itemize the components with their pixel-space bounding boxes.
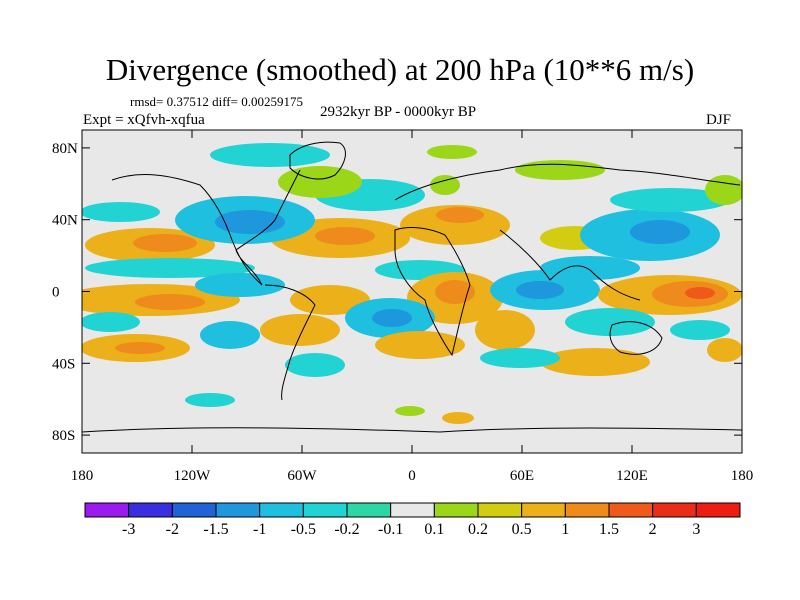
north-america-coast xyxy=(111,169,301,286)
colorbar-label: -3 xyxy=(122,521,135,538)
lon-label: 60E xyxy=(510,468,534,484)
eurasia-coast xyxy=(394,163,741,201)
colorbar-labels: -3 -2 -1.5 -1 -0.5 -0.2 -0.1 0.1 0.2 0.5 1 1.5 2 3 xyxy=(122,521,700,538)
anomaly-patch xyxy=(630,220,690,244)
anomaly-patch xyxy=(430,175,460,195)
colorbar-box xyxy=(171,502,217,518)
lat-label: 80N xyxy=(52,141,78,157)
anomaly-patch xyxy=(82,312,140,332)
colorbar-box xyxy=(521,502,566,518)
colorbar-box xyxy=(390,502,435,518)
anomaly-patch xyxy=(540,348,650,376)
anomaly-patch xyxy=(427,145,477,159)
period-label: 2932kyr BP - 0000kyr BP xyxy=(320,104,477,120)
anomaly-patch xyxy=(435,280,475,304)
anomaly-patch xyxy=(135,294,205,310)
experiment-label: Expt = xQfvh-xqfua xyxy=(83,112,205,128)
colorbar-box xyxy=(346,502,392,518)
anomaly-patch xyxy=(260,314,340,346)
colorbar-box xyxy=(433,502,479,518)
anomaly-patch xyxy=(707,338,742,362)
colorbar-label: -0.2 xyxy=(334,521,359,538)
anomaly-patch xyxy=(480,348,560,368)
anomaly-patch xyxy=(133,234,197,252)
colorbar-box xyxy=(477,502,523,518)
plot-title: Divergence (smoothed) at 200 hPa (10**6 … xyxy=(105,52,695,87)
anomaly-patch xyxy=(565,308,655,336)
colorbar-boxes xyxy=(84,502,741,518)
anomaly-patch xyxy=(372,309,412,327)
south-america-coast xyxy=(264,284,316,401)
lon-label: 180 xyxy=(731,468,754,484)
lat-label: 40N xyxy=(52,213,78,229)
anomaly-patch xyxy=(442,412,474,424)
lat-label: 80S xyxy=(52,428,75,444)
lat-label: 0 xyxy=(52,285,60,301)
africa-coast xyxy=(394,227,471,357)
stats-text: rmsd= 0.37512 diff= 0.00259175 xyxy=(130,94,303,109)
colorbar-label: -0.1 xyxy=(378,521,403,538)
anomaly-patch xyxy=(395,406,425,416)
australia-coast xyxy=(609,321,663,355)
anomaly-patch xyxy=(195,273,285,297)
lon-label: 120W xyxy=(174,468,212,484)
lat-label: 40S xyxy=(52,356,75,372)
greenland-coast xyxy=(289,141,346,180)
anomaly-patch xyxy=(610,188,730,212)
colorbar-label: 1 xyxy=(561,521,569,538)
anomaly-patch xyxy=(375,331,465,359)
colorbar-label: -0.5 xyxy=(291,521,316,538)
colorbar-label: -2 xyxy=(166,521,179,538)
colorbar-label: 0.5 xyxy=(512,521,532,538)
anomaly-patch xyxy=(82,202,160,222)
anomaly-patch xyxy=(516,281,564,299)
lon-label: 180 xyxy=(71,468,94,484)
colorbar-box xyxy=(302,502,348,518)
colorbar-box xyxy=(652,502,697,518)
colorbar-box xyxy=(128,502,173,518)
lon-label: 120E xyxy=(616,468,648,484)
coastlines xyxy=(82,141,742,433)
anomaly-patch xyxy=(185,393,235,407)
season-label: DJF xyxy=(706,112,732,128)
colorbar-box xyxy=(564,502,610,518)
colorbar-label: -1 xyxy=(253,521,266,538)
colorbar-label: 0.2 xyxy=(468,521,488,538)
colorbar-box xyxy=(695,502,741,518)
colorbar-box xyxy=(259,502,304,518)
longitude-axis: 180 120W 60W 0 60E 120E 180 xyxy=(71,130,754,484)
colorbar-label: -1.5 xyxy=(203,521,228,538)
anomaly-patch xyxy=(115,342,165,354)
anomaly-patch xyxy=(85,258,255,278)
latitude-axis: 80N 40N 0 40S 80S xyxy=(52,141,742,444)
asia-coast xyxy=(499,229,641,301)
anomaly-patch xyxy=(285,353,345,377)
anomaly-patch xyxy=(475,310,535,350)
divergence-field xyxy=(82,143,742,424)
anomaly-patch xyxy=(315,227,375,245)
anomaly-patch xyxy=(670,320,730,340)
colorbar-box xyxy=(215,502,261,518)
anomaly-patch xyxy=(705,175,742,205)
anomaly-patch xyxy=(436,207,484,223)
lon-label: 0 xyxy=(408,468,416,484)
anomaly-patch xyxy=(210,143,330,167)
colorbar-box xyxy=(84,502,130,518)
colorbar-label: 3 xyxy=(692,521,700,538)
lon-label: 60W xyxy=(287,468,317,484)
anomaly-patch xyxy=(685,287,715,299)
anomaly-patch xyxy=(290,285,370,315)
colorbar-label: 2 xyxy=(649,521,657,538)
anomaly-patch xyxy=(200,321,260,349)
colorbar-label: 1.5 xyxy=(599,521,619,538)
antarctica-coast xyxy=(82,427,742,433)
colorbar-box xyxy=(608,502,654,518)
colorbar-label: 0.1 xyxy=(424,521,444,538)
